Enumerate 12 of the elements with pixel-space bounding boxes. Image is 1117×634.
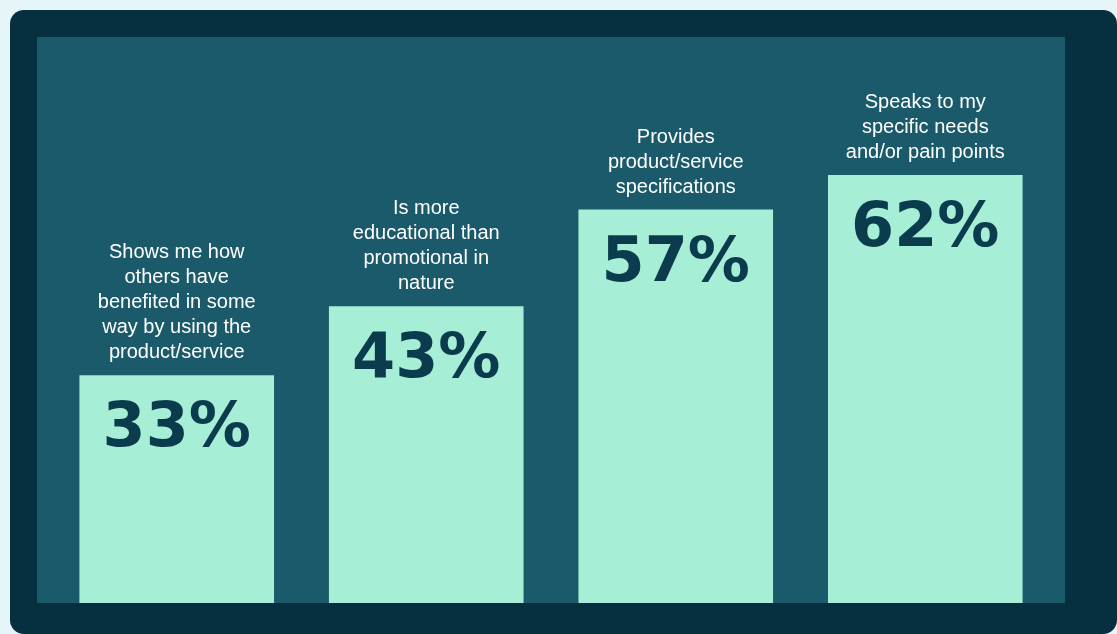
data-label: 57% <box>601 222 750 296</box>
x-tick-label: Provides product/service specifications <box>607 124 744 197</box>
bar <box>578 209 774 603</box>
bar <box>827 175 1023 603</box>
data-label: 33% <box>102 388 251 462</box>
data-label: 43% <box>352 319 501 393</box>
x-tick-label: Speaks to my specific needs and/or pain points <box>845 90 1005 162</box>
bar <box>328 306 524 603</box>
x-tick-label: Is more educational than promotional in nature <box>352 196 500 294</box>
data-label: 62% <box>851 188 1000 261</box>
bar <box>79 375 275 603</box>
x-tick-label: Shows me how others have benefited in some way by using the product/service <box>97 240 256 363</box>
